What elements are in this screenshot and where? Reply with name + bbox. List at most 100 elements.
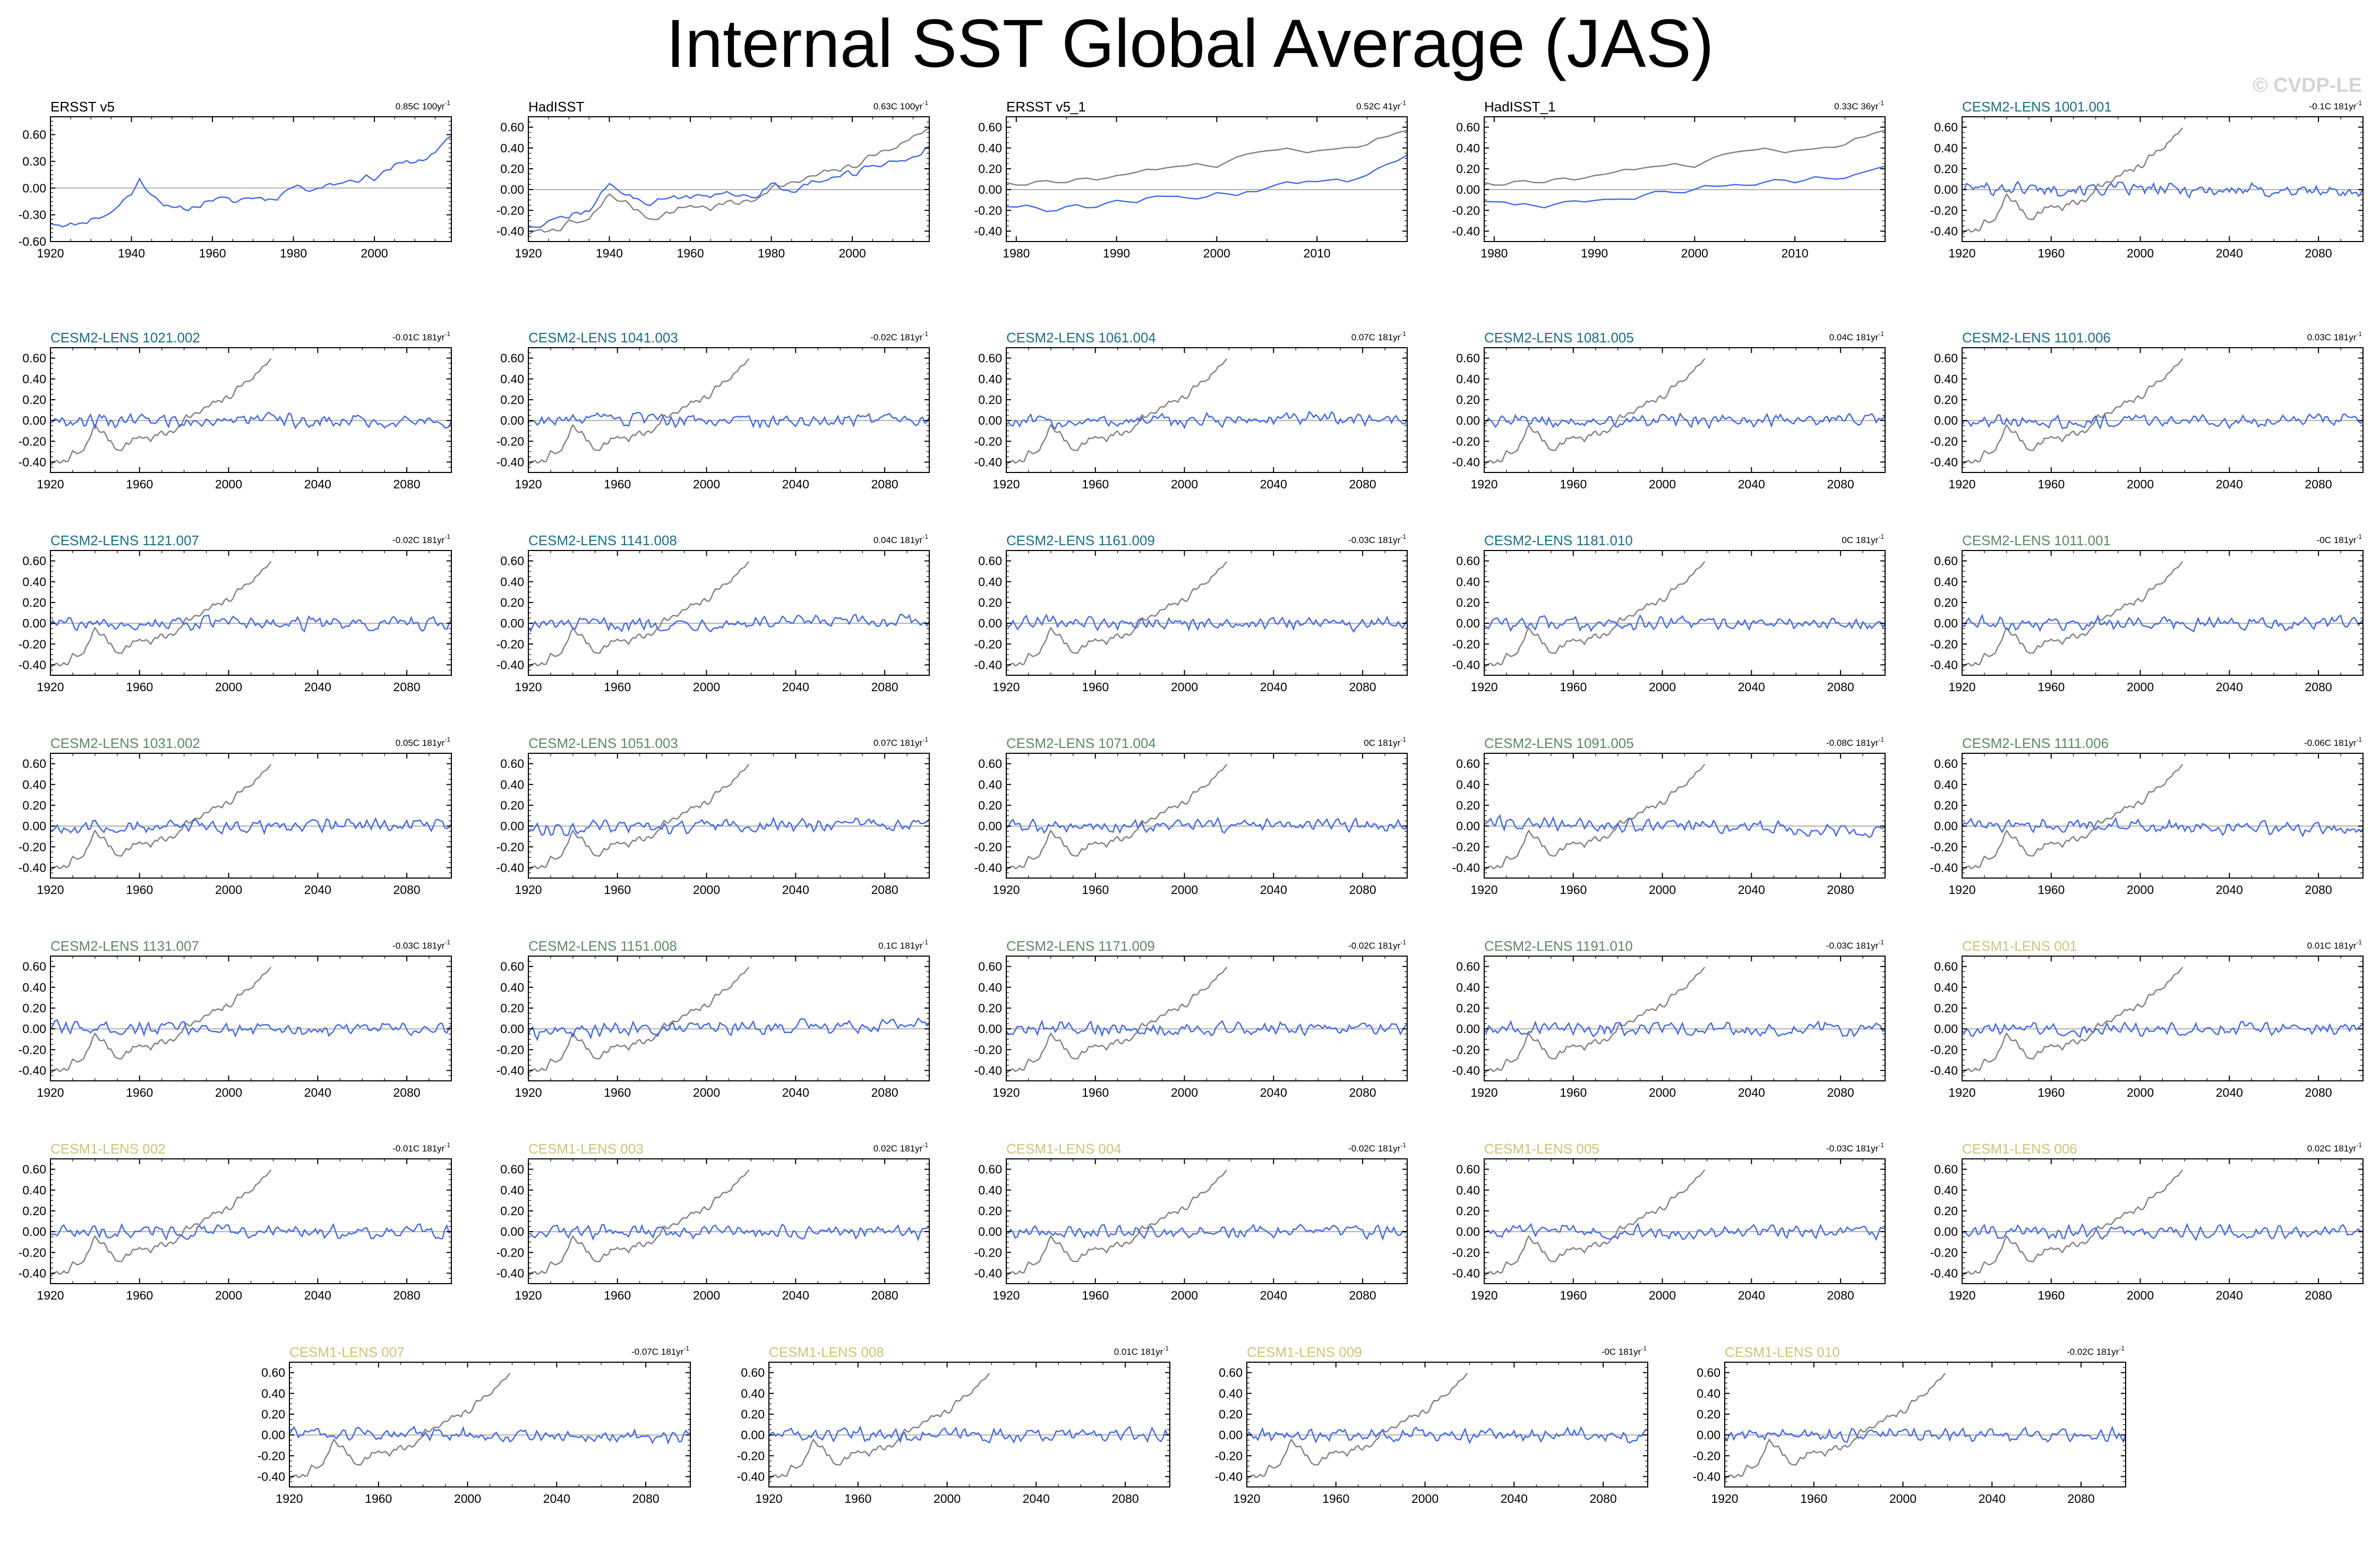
x-tick-label: 1920 bbox=[37, 1288, 64, 1302]
trend-label: -0C 181yr-1 bbox=[2317, 533, 2362, 545]
y-tick-label: 0.60 bbox=[741, 1366, 765, 1380]
y-tick-label: -0.20 bbox=[974, 203, 1002, 217]
chart-panel: CESM2-LENS 1061.004 0.07C 181yr-1 -0.40 -0.… bbox=[974, 330, 1408, 491]
x-tick-label: 1980 bbox=[280, 246, 307, 260]
trend-label: 0.1C 181yr-1 bbox=[878, 939, 928, 951]
plot-frame bbox=[528, 347, 930, 473]
y-tick-label: -0.20 bbox=[1452, 203, 1480, 217]
plot-frame bbox=[1962, 1158, 2364, 1284]
trend-exponent: -1 bbox=[444, 99, 450, 107]
y-tick-label: 0.00 bbox=[978, 183, 1002, 196]
trend-label: -0.03C 181yr-1 bbox=[1348, 533, 1406, 545]
series-line bbox=[528, 1223, 930, 1242]
x-tick-label: 1980 bbox=[758, 246, 785, 260]
y-tick-label: 0.40 bbox=[1456, 141, 1480, 155]
y-tick-label: 0.00 bbox=[1934, 616, 1958, 630]
y-tick-label: 0.20 bbox=[500, 162, 524, 176]
x-tick-label: 1920 bbox=[37, 883, 64, 897]
plot-frame bbox=[50, 1158, 452, 1284]
y-tick-label: 0.20 bbox=[500, 798, 524, 812]
chart-panel: CESM2-LENS 1011.001 -0C 181yr-1 -0.40 -0.20… bbox=[1930, 532, 2364, 694]
y-tick-label: 0.40 bbox=[1456, 372, 1480, 386]
series-line bbox=[289, 1425, 691, 1445]
x-tick-label: 2000 bbox=[1411, 1492, 1439, 1506]
x-tick-label: 2080 bbox=[1827, 1288, 1854, 1302]
y-tick-label: -0.20 bbox=[1452, 434, 1480, 448]
x-tick-label: 2040 bbox=[782, 680, 809, 694]
x-tick-label: 2040 bbox=[2216, 680, 2243, 694]
x-tick-label: 2040 bbox=[1738, 477, 1765, 491]
y-tick-label: 0.00 bbox=[1456, 1022, 1480, 1036]
x-tick-label: 1920 bbox=[276, 1492, 303, 1506]
y-tick-label: 0.20 bbox=[1934, 1001, 1958, 1015]
y-tick-label: -0.40 bbox=[974, 1063, 1002, 1077]
x-tick-label: 2080 bbox=[871, 1086, 898, 1099]
trend-exponent: -1 bbox=[1878, 1141, 1884, 1149]
y-tick-label: 0.60 bbox=[1934, 960, 1958, 974]
y-tick-label: -0.40 bbox=[1930, 455, 1958, 469]
plot-frame bbox=[1006, 753, 1408, 879]
y-tick-label: 0.20 bbox=[1219, 1407, 1243, 1421]
x-tick-label: 2040 bbox=[1023, 1492, 1050, 1506]
trend-exponent: -1 bbox=[444, 736, 450, 743]
trend-label: 0.02C 181yr-1 bbox=[874, 1141, 929, 1154]
x-tick-label: 2040 bbox=[304, 1086, 331, 1099]
x-tick-label: 1920 bbox=[37, 1086, 64, 1099]
y-tick-label: 0.40 bbox=[978, 981, 1002, 994]
trend-exponent: -1 bbox=[1878, 939, 1884, 946]
x-tick-label: 1960 bbox=[126, 680, 153, 694]
y-tick-label: 0.00 bbox=[22, 1022, 46, 1036]
y-tick-label: -0.40 bbox=[1452, 658, 1480, 672]
x-tick-label: 1960 bbox=[1560, 1086, 1587, 1099]
y-tick-label: 0.20 bbox=[741, 1407, 765, 1421]
panel-title: CESM2-LENS 1021.002 bbox=[50, 330, 200, 346]
y-tick-label: -0.40 bbox=[19, 455, 46, 469]
panel-title: CESM1-LENS 005 bbox=[1484, 1141, 1599, 1157]
trend-exponent: -1 bbox=[683, 1345, 689, 1352]
y-tick-label: 0.20 bbox=[500, 393, 524, 407]
x-tick-label: 2000 bbox=[1171, 477, 1198, 491]
trend-label: -0.01C 181yr-1 bbox=[392, 330, 450, 342]
y-tick-label: -0.40 bbox=[974, 1266, 1002, 1280]
chart-panel: CESM1-LENS 008 0.01C 181yr-1 -0.40 -0.20 0.0… bbox=[737, 1344, 1170, 1506]
y-tick-label: 0.00 bbox=[978, 1225, 1002, 1239]
y-tick-label: 0.00 bbox=[1456, 183, 1480, 196]
y-tick-label: -0.20 bbox=[974, 1043, 1002, 1056]
series-line bbox=[1484, 1222, 1886, 1241]
x-tick-label: 1960 bbox=[2037, 1288, 2065, 1302]
panel-title: CESM2-LENS 1061.004 bbox=[1006, 330, 1156, 346]
chart-panel: CESM2-LENS 1121.007 -0.02C 181yr-1 -0.40 -0… bbox=[19, 532, 452, 694]
y-tick-label: -0.20 bbox=[1452, 637, 1480, 651]
plot-frame bbox=[1962, 753, 2364, 879]
x-tick-label: 1940 bbox=[596, 246, 623, 260]
trend-exponent: -1 bbox=[1400, 330, 1406, 338]
series-line bbox=[1484, 412, 1886, 429]
y-tick-label: 0.00 bbox=[500, 616, 524, 630]
chart-panel: CESM1-LENS 005 -0.03C 181yr-1 -0.40 -0.20 0.… bbox=[1452, 1141, 1886, 1302]
panel-title: CESM2-LENS 1011.001 bbox=[1962, 532, 2111, 548]
plot-frame bbox=[289, 1362, 691, 1487]
x-tick-label: 2080 bbox=[1827, 1086, 1854, 1099]
x-tick-label: 1920 bbox=[1470, 680, 1497, 694]
x-tick-label: 1920 bbox=[755, 1492, 782, 1506]
trend-label: 0.04C 181yr-1 bbox=[1829, 330, 1885, 342]
x-tick-label: 1920 bbox=[37, 680, 64, 694]
x-tick-label: 2080 bbox=[393, 1288, 421, 1302]
observed-line bbox=[1484, 764, 1706, 872]
trend-exponent: -1 bbox=[922, 1141, 928, 1149]
y-tick-label: 0.20 bbox=[978, 798, 1002, 812]
trend-exponent: -1 bbox=[444, 939, 450, 946]
x-tick-label: 2080 bbox=[2305, 1288, 2332, 1302]
y-tick-label: -0.20 bbox=[19, 840, 46, 854]
plot-frame bbox=[768, 1362, 1170, 1487]
y-tick-label: 0.60 bbox=[500, 757, 524, 771]
panel-title: CESM1-LENS 004 bbox=[1006, 1141, 1121, 1157]
y-tick-label: -0.20 bbox=[19, 1245, 46, 1259]
observed-line bbox=[1006, 967, 1228, 1074]
series-line bbox=[1484, 614, 1886, 632]
trend-exponent: -1 bbox=[1878, 533, 1884, 540]
x-tick-label: 1960 bbox=[1322, 1492, 1349, 1506]
y-tick-label: -0.20 bbox=[258, 1449, 285, 1463]
series-line bbox=[1962, 1020, 2364, 1038]
plot-frame bbox=[1724, 1362, 2126, 1487]
